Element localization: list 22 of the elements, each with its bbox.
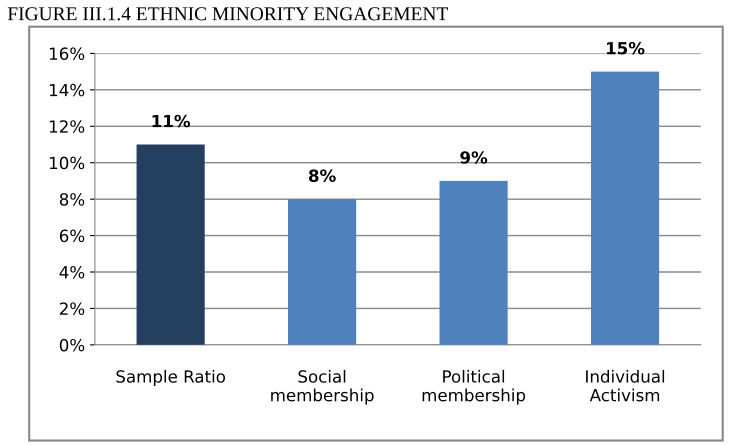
y-tick-label: 0%: [60, 338, 84, 352]
data-label: 8%: [308, 169, 336, 182]
x-tick-label: Individual Activism: [586, 370, 664, 402]
y-tick-label: 12%: [50, 120, 84, 133]
x-tick-label: Political membership: [422, 370, 526, 405]
y-tick-label: 2%: [60, 302, 84, 316]
bar: [440, 180, 508, 345]
x-tick-label: Sample Ratio: [116, 370, 226, 386]
y-tick-label: 6%: [60, 230, 84, 242]
bar: [136, 144, 205, 345]
chart-title: FIGURE III.1.4 ETHNIC MINORITY ENGAGEMENT: [8, 7, 448, 20]
y-tick-label: 16%: [50, 47, 84, 60]
y-tick-label: 4%: [60, 266, 84, 279]
data-label: 15%: [606, 42, 644, 54]
bar: [590, 72, 660, 345]
bar: [288, 199, 356, 345]
y-tick-label: 10%: [50, 156, 84, 170]
y-tick-label: 14%: [50, 84, 84, 96]
y-tick-label: 8%: [60, 193, 84, 206]
data-label: 9%: [460, 151, 488, 164]
data-label: 11%: [152, 114, 190, 128]
x-tick-label: Social membership: [271, 370, 374, 405]
